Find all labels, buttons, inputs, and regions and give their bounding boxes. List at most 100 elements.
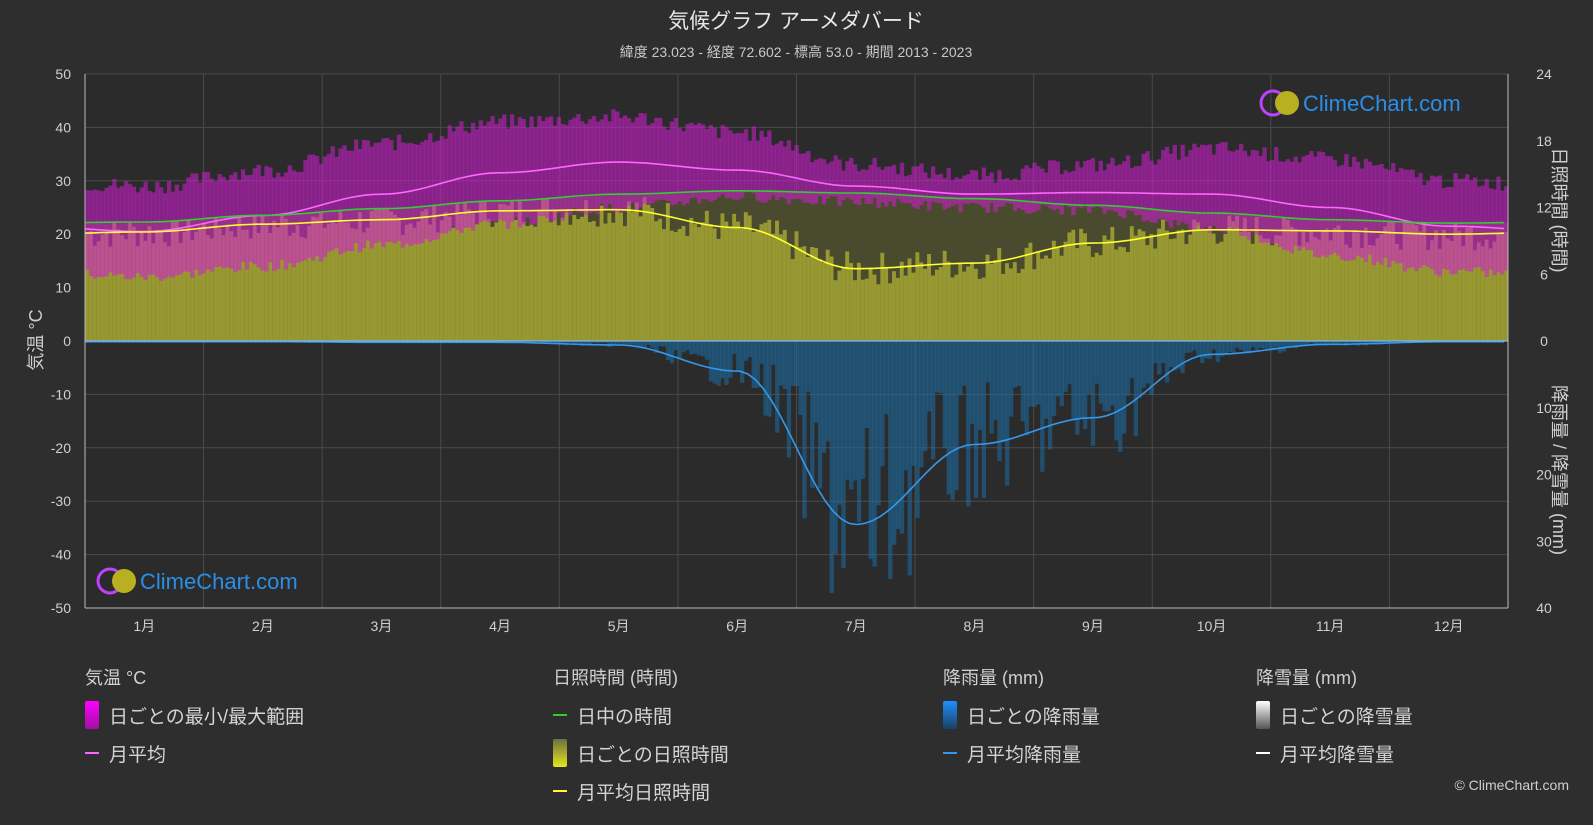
sunshine-day-bar <box>400 235 406 341</box>
temp-range-day-bar <box>155 181 160 278</box>
temp-range-day-bar <box>96 190 101 277</box>
rain-day-bar <box>1242 341 1248 354</box>
sunshine-day-bar <box>455 203 460 341</box>
sunshine-day-bar <box>233 236 238 341</box>
sunshine-day-bar <box>1149 234 1154 341</box>
rain-day-bar <box>829 341 834 594</box>
temp-range-day-bar <box>798 153 803 200</box>
sunshine-day-bar <box>447 216 452 341</box>
rain-day-bar <box>973 341 979 498</box>
rain-day-bar <box>1110 341 1115 406</box>
temp-range-day-bar <box>1086 159 1092 213</box>
sunshine-day-bar <box>587 222 593 341</box>
daylight-swatch <box>553 714 567 716</box>
sunshine-day-bar <box>260 215 265 341</box>
rain-day-bar <box>1215 341 1220 362</box>
temp-range-day-bar <box>1141 153 1146 222</box>
temp-range-day-bar <box>264 166 269 272</box>
sunshine-day-bar <box>950 277 955 341</box>
sunshine-day-bar <box>1176 230 1181 341</box>
sunshine-day-bar <box>584 200 589 341</box>
temp-range-day-bar <box>724 127 729 199</box>
sunshine-day-bar <box>954 274 959 341</box>
temp-range-day-bar <box>1047 160 1053 209</box>
sunshine-day-bar <box>1153 248 1158 341</box>
temp-range-day-bar <box>276 172 281 269</box>
sunshine-day-bar <box>330 221 335 341</box>
temp-range-day-bar <box>1391 163 1396 261</box>
temp-range-day-bar <box>1094 171 1100 206</box>
daylight-day-bar <box>950 198 955 341</box>
sunshine-day-bar <box>1254 217 1259 341</box>
sunshine-day-bar <box>92 245 98 341</box>
month-tick-label: 11月 <box>1316 618 1345 634</box>
rain-day-bar <box>560 341 565 344</box>
temp-range-day-bar <box>969 169 975 203</box>
temp-range-day-bar <box>853 164 858 204</box>
month-tick-label: 9月 <box>1082 618 1104 634</box>
sunshine-day-bar <box>159 232 164 341</box>
sunshine-day-bar <box>1418 231 1423 341</box>
rain-day-bar <box>646 341 651 345</box>
temp-range-day-bar <box>1277 161 1283 248</box>
sunshine-day-bar <box>1106 239 1111 341</box>
sunshine-day-bar <box>1235 215 1240 341</box>
sunshine-day-bar <box>1098 255 1103 341</box>
temp-range-day-bar <box>412 144 417 245</box>
rain-day-bar <box>1313 341 1318 345</box>
sunshine-day-bar <box>669 230 675 341</box>
sunshine-day-bar <box>509 200 515 341</box>
sunshine-day-bar <box>529 224 534 341</box>
sunshine-day-bar <box>1129 226 1135 341</box>
sunshine-day-bar <box>513 219 519 341</box>
temp-range-day-bar <box>892 164 897 207</box>
sunshine-day-bar <box>1344 244 1349 341</box>
sunshine-day-bar <box>1410 222 1415 341</box>
sunshine-day-bar <box>361 232 367 341</box>
snow-avg-swatch <box>1256 752 1270 754</box>
temp-range-day-bar <box>1266 161 1271 243</box>
sunshine-day-bar <box>1008 268 1014 341</box>
sunshine-day-bar <box>338 210 343 341</box>
sunshine-day-bar <box>1297 245 1302 341</box>
sunshine-day-bar <box>1449 240 1454 341</box>
temp-range-day-bar <box>478 120 484 223</box>
temp-range-day-bar <box>1164 146 1170 222</box>
daylight-day-bar <box>911 195 916 341</box>
sunshine-day-bar <box>1192 219 1197 341</box>
sunshine-day-bar <box>724 221 729 341</box>
temp-range-day-bar <box>1340 164 1345 261</box>
temp-range-day-bar <box>373 142 378 243</box>
temp-range-day-bar <box>435 140 441 240</box>
rain-day-bar <box>1098 341 1103 404</box>
sunshine-day-bar <box>1172 238 1178 341</box>
rain-day-bar <box>1192 341 1197 351</box>
sunshine-day-bar <box>1258 235 1263 341</box>
sunshine-day-bar <box>322 227 328 341</box>
sunshine-day-bar <box>739 228 745 341</box>
rain-day-bar <box>681 341 686 353</box>
rain-day-bar <box>1336 341 1341 344</box>
sunshine-day-bar <box>747 215 753 341</box>
sunshine-day-bar <box>1075 248 1080 341</box>
temp-range-day-bar <box>716 137 721 198</box>
temp-tick-label: -50 <box>51 600 71 616</box>
sunshine-day-bar <box>283 218 289 341</box>
sunshine-day-bar <box>545 199 550 341</box>
sunshine-day-bar <box>104 232 109 341</box>
daylight-day-bar <box>981 198 986 341</box>
month-tick-label: 7月 <box>845 618 867 634</box>
rain-day-bar <box>1235 341 1240 348</box>
temp-range-day-bar <box>911 166 916 208</box>
sunshine-day-bar <box>911 272 916 341</box>
temp-range-day-bar <box>584 123 589 215</box>
sunshine-day-bar <box>1433 230 1439 341</box>
legend-sun-daily: 日ごとの日照時間 <box>553 734 729 772</box>
temp-range-day-bar <box>1363 158 1369 262</box>
temp-range-day-bar <box>400 142 406 248</box>
rain-day-bar <box>552 341 558 343</box>
sunshine-day-bar <box>1125 252 1131 341</box>
sunshine-day-bar <box>892 271 897 341</box>
rain-day-bar <box>907 341 912 576</box>
rain-day-bar <box>1086 341 1092 395</box>
